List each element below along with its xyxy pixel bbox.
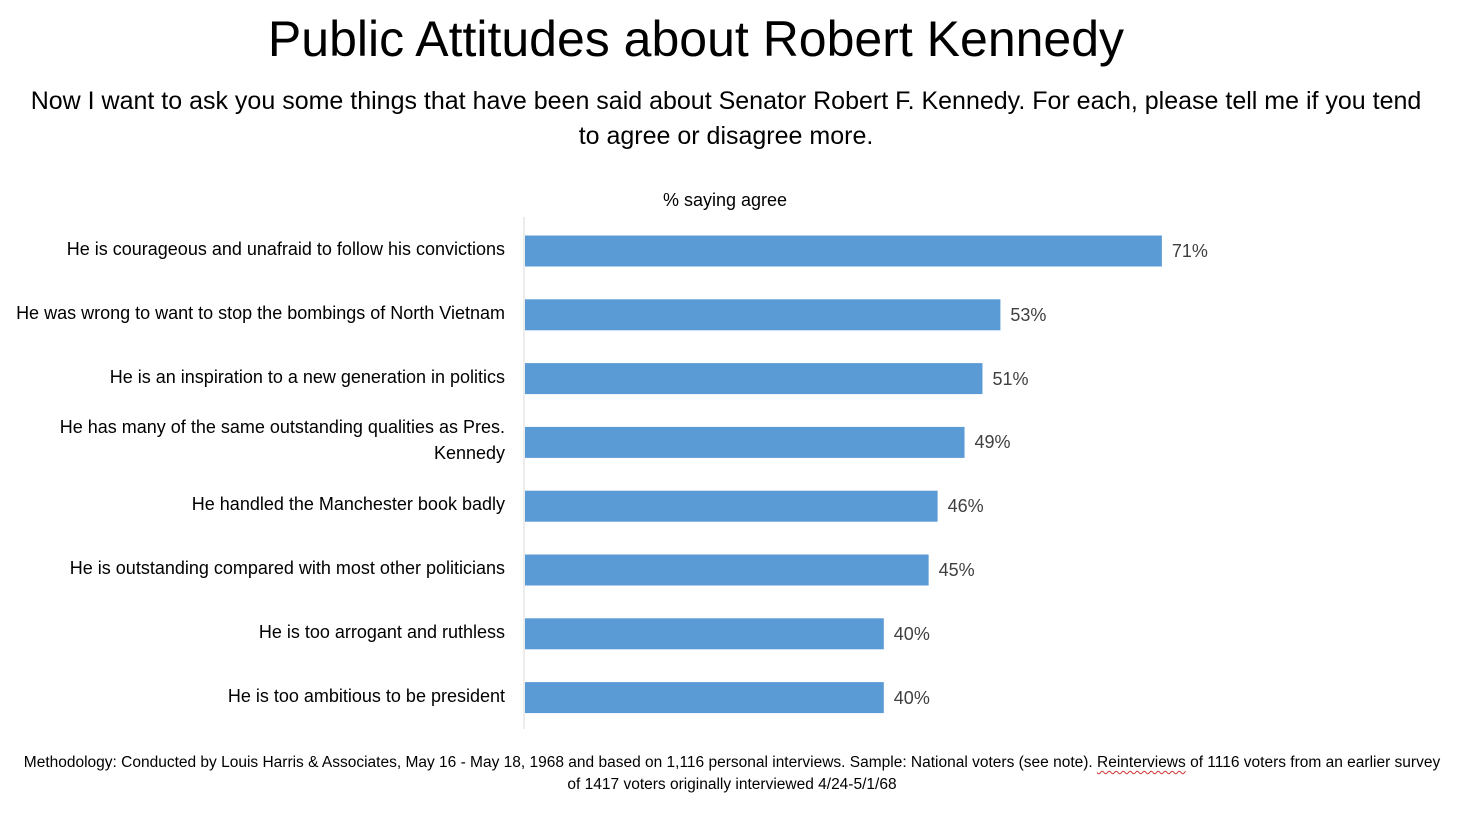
bar-value-label: 49% (974, 432, 1011, 453)
bar (525, 682, 884, 714)
methodology-note: Methodology: Conducted by Louis Harris &… (20, 752, 1444, 796)
category-label: He handled the Manchester book badly (191, 494, 505, 515)
chart-subtitle: Now I want to ask you some things that h… (30, 87, 1422, 150)
category-label: He is outstanding compared with most oth… (69, 558, 505, 578)
methodology-flagged-word: Reinterviews (1097, 754, 1186, 771)
bar-value-label: 40% (893, 687, 930, 708)
bar-value-label: 71% (1171, 241, 1208, 261)
bar (525, 363, 983, 395)
category-label: He has many of the same outstanding qual… (59, 417, 505, 464)
bar-value-label: 40% (893, 623, 930, 644)
chart-title: Public Attitudes about Robert Kennedy (267, 11, 1125, 67)
bar-value-label: 46% (947, 496, 984, 517)
bar (525, 554, 929, 586)
bar-value-label: 45% (938, 560, 975, 580)
category-label: He is too ambitious to be president (227, 685, 505, 706)
category-label: He is an inspiration to a new generation… (109, 366, 505, 387)
bar-value-label: 51% (992, 368, 1029, 389)
category-label: He was wrong to want to stop the bombing… (16, 302, 505, 323)
bar (525, 618, 884, 650)
methodology-text-start: Methodology: Conducted by Louis Harris &… (23, 754, 1098, 771)
axis-caption: % saying agree (662, 190, 788, 210)
bar (525, 490, 938, 522)
bar-value-label: 53% (1010, 304, 1047, 325)
methodology-text-end: of 1116 voters from an earlier survey of… (567, 754, 1441, 793)
category-label: He is courageous and unafraid to follow … (66, 239, 505, 259)
bar (525, 299, 1001, 331)
bar (525, 426, 965, 458)
category-label: He is too arrogant and ruthless (258, 621, 505, 642)
bar (525, 235, 1162, 267)
